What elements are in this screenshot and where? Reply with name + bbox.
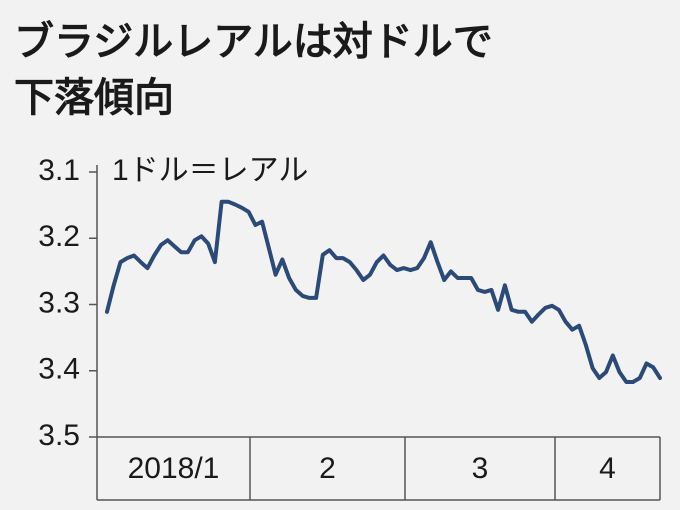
y-tick-label: 3.3 — [38, 286, 80, 319]
data-line — [105, 199, 662, 384]
unit-label: 1ドル＝レアル — [112, 154, 308, 187]
y-tick-label: 3.2 — [38, 220, 80, 253]
x-tick-label: 4 — [599, 452, 616, 485]
x-tick-label: 2018/1 — [128, 452, 220, 485]
y-tick-label: 3.5 — [38, 419, 80, 452]
chart-title: ブラジルレアルは対ドルで — [14, 19, 493, 65]
y-tick-label: 3.1 — [38, 154, 80, 187]
x-tick-label: 3 — [472, 452, 489, 485]
x-tick-label: 2 — [319, 452, 336, 485]
chart-title: 下落傾向 — [14, 75, 174, 121]
y-tick-label: 3.4 — [38, 353, 80, 386]
